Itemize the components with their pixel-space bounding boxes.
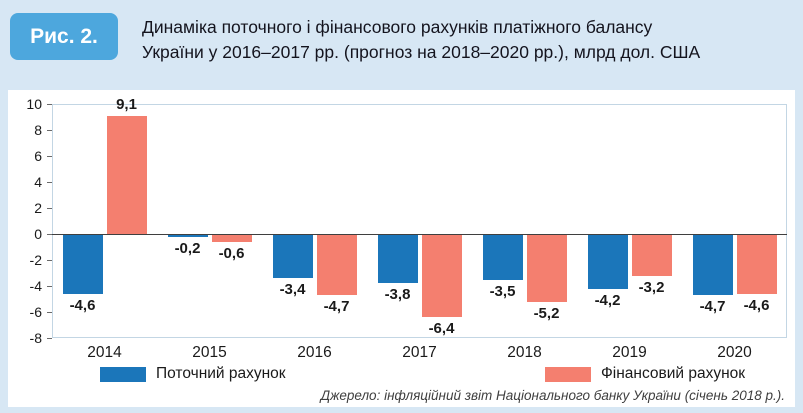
- legend-swatch-current-account: [100, 366, 146, 382]
- x-axis-label-2016: 2016: [297, 344, 332, 361]
- bar-value-label: -4,7: [323, 298, 350, 316]
- y-tick-label: 4: [34, 174, 42, 190]
- bar-financial-2018: [526, 234, 567, 302]
- y-tick-mark: [47, 260, 52, 261]
- chart-title: Динаміка поточного і фінансового рахункі…: [142, 15, 792, 65]
- bar-financial-2020: [736, 234, 777, 294]
- bar-value-label: -3,4: [279, 281, 306, 299]
- y-tick-label: 6: [34, 148, 42, 164]
- bar-financial-2014: [106, 115, 147, 234]
- figure-label-badge: Рис. 2.: [10, 13, 118, 60]
- plot-area: [52, 104, 787, 338]
- chart-title-line-1: Динаміка поточного і фінансового рахункі…: [142, 17, 653, 37]
- bar-value-label: -4,7: [699, 298, 726, 316]
- x-axis-label-2019: 2019: [612, 344, 647, 361]
- legend-label-financial-account: Фінансовий рахунок: [601, 365, 746, 382]
- bar-current-2020: [692, 234, 733, 296]
- bar-value-label: -3,5: [489, 282, 516, 300]
- bar-value-label: -0,2: [174, 239, 201, 257]
- chart-title-line-2: України у 2016–2017 рр. (прогноз на 2018…: [142, 41, 701, 62]
- y-tick-mark: [47, 208, 52, 209]
- y-tick-label: -2: [29, 252, 42, 268]
- bar-value-label: -5,2: [533, 304, 560, 322]
- bar-financial-2015: [211, 234, 252, 242]
- bar-financial-2017: [421, 234, 462, 318]
- y-tick-label: 10: [26, 96, 42, 112]
- x-axis-label-2015: 2015: [192, 344, 227, 361]
- y-tick-label: -4: [29, 278, 42, 294]
- y-tick-mark: [47, 182, 52, 183]
- y-tick-label: 2: [34, 200, 42, 216]
- y-tick-mark: [47, 130, 52, 131]
- legend-item-financial-account: Фінансовий рахунок: [545, 365, 745, 383]
- x-axis-label-2014: 2014: [87, 344, 122, 361]
- bar-value-label: -0,6: [218, 244, 245, 262]
- bar-value-label: -4,6: [743, 296, 770, 314]
- bar-value-label: -3,2: [638, 278, 665, 296]
- bar-financial-2019: [631, 234, 672, 276]
- y-tick-mark: [47, 312, 52, 313]
- bar-value-label: 9,1: [116, 95, 137, 113]
- y-tick-label: -8: [29, 330, 42, 346]
- bar-current-2018: [482, 234, 523, 280]
- legend-label-current-account: Поточний рахунок: [156, 365, 286, 382]
- chart-panel: Поточний рахунок Фінансовий рахунок Джер…: [8, 90, 795, 407]
- y-tick-label: 8: [34, 122, 42, 138]
- legend-swatch-financial-account: [545, 366, 591, 382]
- y-tick-label: -6: [29, 304, 42, 320]
- bar-current-2014: [62, 234, 103, 294]
- y-tick-mark: [47, 156, 52, 157]
- bar-financial-2016: [316, 234, 357, 296]
- x-axis-label-2017: 2017: [402, 344, 437, 361]
- bar-current-2016: [272, 234, 313, 279]
- bar-value-label: -4,2: [594, 291, 621, 309]
- bar-value-label: -3,8: [384, 286, 411, 304]
- source-note: Джерело: інфляційний звіт Національного …: [320, 388, 785, 403]
- bar-current-2015: [167, 234, 208, 237]
- x-axis-label-2018: 2018: [507, 344, 542, 361]
- legend-item-current-account: Поточний рахунок: [100, 365, 286, 383]
- bar-current-2019: [587, 234, 628, 289]
- zero-axis-line: [52, 234, 787, 235]
- bar-value-label: -6,4: [428, 320, 455, 338]
- y-tick-label: 0: [34, 226, 42, 242]
- y-tick-mark: [47, 286, 52, 287]
- y-tick-mark: [47, 338, 52, 339]
- bar-value-label: -4,6: [69, 296, 96, 314]
- y-tick-mark: [47, 234, 52, 235]
- bar-current-2017: [377, 234, 418, 284]
- y-tick-mark: [47, 104, 52, 105]
- x-axis-label-2020: 2020: [717, 344, 752, 361]
